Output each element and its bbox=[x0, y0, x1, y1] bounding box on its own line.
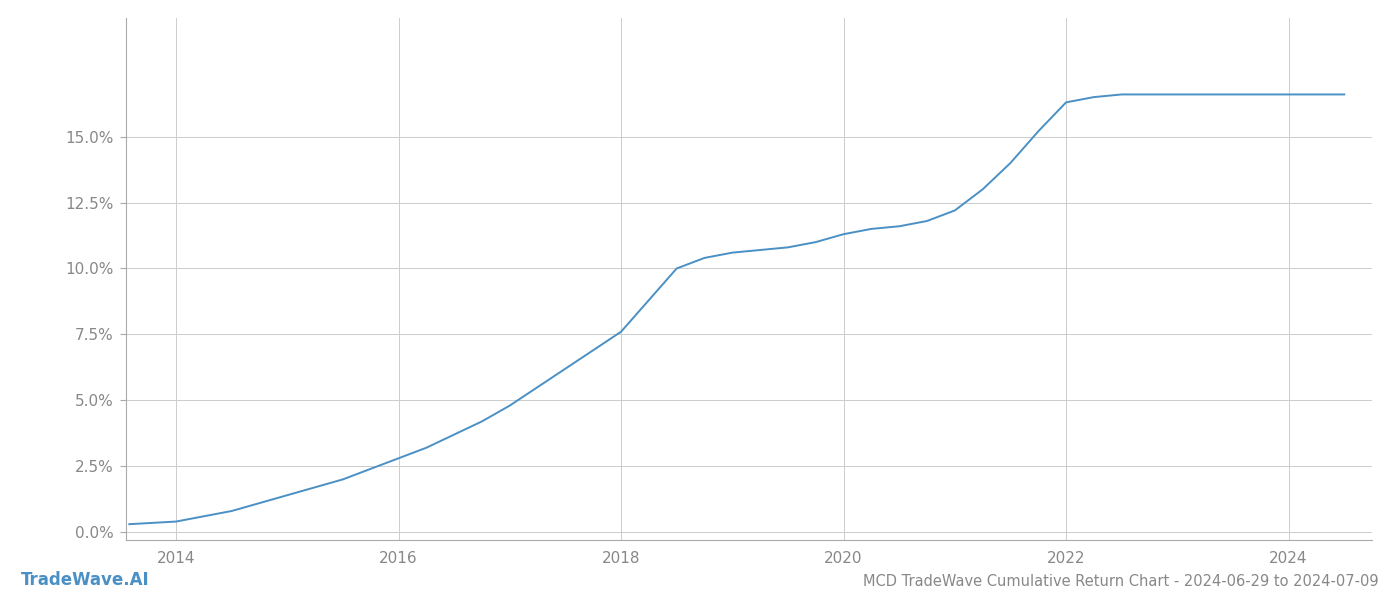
Text: MCD TradeWave Cumulative Return Chart - 2024-06-29 to 2024-07-09: MCD TradeWave Cumulative Return Chart - … bbox=[864, 574, 1379, 589]
Text: TradeWave.AI: TradeWave.AI bbox=[21, 571, 150, 589]
